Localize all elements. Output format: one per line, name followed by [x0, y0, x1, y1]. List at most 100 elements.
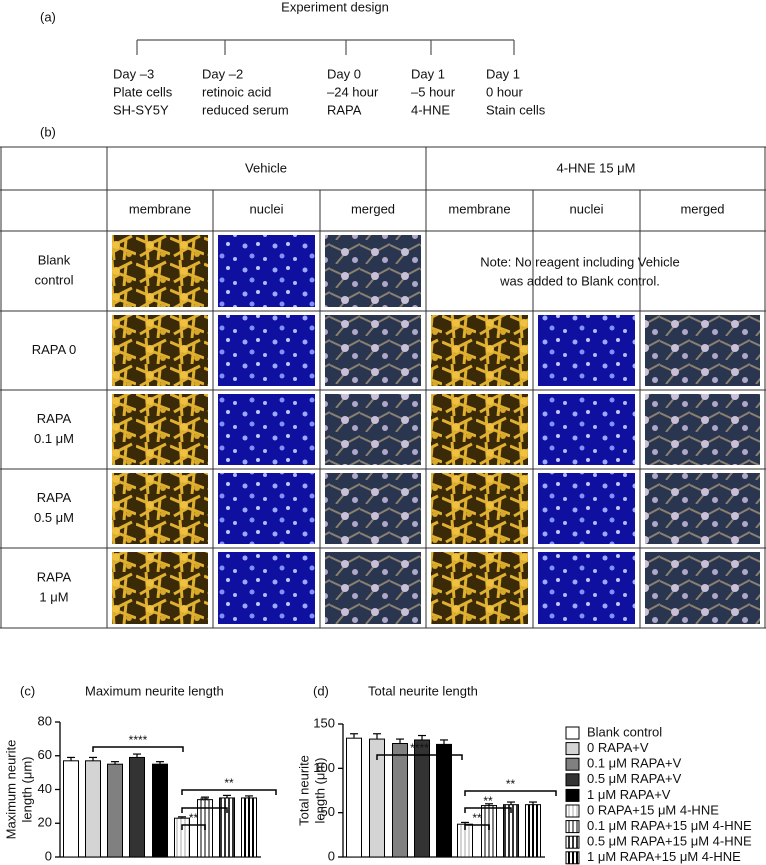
step-text: Stain cells [486, 102, 546, 117]
chart-title: Maximum neurite length [85, 683, 224, 698]
micrograph [538, 394, 635, 465]
micrograph [431, 315, 528, 386]
row-label: RAPA 0 [32, 342, 77, 357]
step-text: Day 1 [411, 66, 445, 81]
significance-label: ** [200, 794, 210, 808]
y-tick-label: 0 [45, 848, 52, 863]
bar [503, 804, 519, 858]
note: was added to Blank control. [499, 273, 660, 288]
legend-swatch [565, 788, 580, 802]
micrograph [112, 394, 208, 465]
y-tick-label: 80 [38, 713, 52, 728]
step-text: reduced serum [202, 102, 289, 117]
micrograph [431, 473, 528, 544]
bar [152, 763, 168, 858]
micrograph [325, 315, 421, 386]
significance-bracket [181, 807, 228, 813]
panel-label: (d) [313, 683, 329, 698]
channel-header: membrane [129, 201, 191, 216]
channel-header: nuclei [570, 201, 604, 216]
group-header: 4-HNE 15 μM [556, 160, 635, 175]
significance-label: ** [483, 794, 493, 808]
significance-bracket [464, 824, 490, 830]
bar [174, 817, 190, 858]
legend-swatch [565, 835, 580, 849]
significance-bracket [464, 790, 557, 796]
panel-label: (a) [40, 9, 56, 24]
legend-label: Blank control [587, 724, 662, 739]
micrograph [538, 473, 635, 544]
y-tick-label: 60 [38, 747, 52, 762]
step-text: Day 0 [327, 66, 361, 81]
bar [414, 739, 430, 858]
note: Note: No reagent including Vehicle [480, 254, 679, 269]
step-text: retinoic acid [202, 84, 271, 99]
bar [63, 760, 79, 858]
micrograph [218, 473, 315, 544]
legend-label: 0 RAPA+V [587, 740, 649, 755]
y-axis-label: length (μm) [312, 757, 327, 823]
bar [525, 804, 541, 858]
y-axis-label: Maximum neurite [3, 740, 18, 840]
legend-label: 0.5 μM RAPA+15 μM 4-HNE [587, 834, 752, 849]
y-tick-label: 40 [38, 781, 52, 796]
micrograph [218, 315, 315, 386]
significance-label: ** [189, 811, 199, 825]
micrograph [431, 552, 528, 624]
row-label: RAPA [37, 490, 72, 505]
micrograph [325, 552, 421, 624]
step-text: –5 hour [411, 84, 456, 99]
step-text: Day 1 [486, 66, 520, 81]
legend-swatch [565, 757, 580, 771]
bar [392, 743, 408, 858]
channel-header: merged [351, 201, 395, 216]
y-axis-label: length (μm) [19, 756, 34, 822]
significance-label: **** [129, 733, 148, 747]
y-tick-label: 20 [38, 815, 52, 830]
panel-label: (b) [40, 124, 56, 139]
row-label: 1 μM [39, 589, 68, 604]
micrograph [538, 315, 635, 386]
legend-label: 0.1 μM RAPA+15 μM 4-HNE [587, 818, 752, 833]
micrograph [325, 394, 421, 465]
row-label: RAPA [37, 569, 72, 584]
bar [369, 738, 385, 858]
channel-header: merged [680, 201, 724, 216]
y-tick-label: 0 [328, 848, 335, 863]
y-tick-label: 50 [321, 804, 335, 819]
row-label: RAPA [37, 411, 72, 426]
micrograph [112, 235, 208, 307]
micrograph [218, 394, 315, 465]
panel-label: (c) [20, 683, 35, 698]
micrograph [431, 394, 528, 465]
significance-label: ** [472, 811, 482, 825]
bar [219, 797, 235, 858]
micrograph [325, 235, 421, 307]
legend-label: 1 μM RAPA+15 μM 4-HNE [587, 849, 741, 864]
step-text: Day –3 [113, 66, 154, 81]
micrograph [325, 473, 421, 544]
legend-swatch [565, 773, 580, 787]
row-label: 0.5 μM [34, 510, 74, 525]
bar [346, 737, 362, 858]
micrograph [645, 552, 760, 624]
bar [457, 823, 473, 858]
row-label: control [34, 272, 73, 287]
step-text: –24 hour [327, 84, 379, 99]
panel-title: Experiment design [281, 0, 389, 14]
step-text: RAPA [327, 102, 362, 117]
bar [481, 805, 497, 858]
channel-header: membrane [448, 201, 510, 216]
row-label: Blank [38, 252, 71, 267]
legend-label: 0.5 μM RAPA+V [587, 771, 682, 786]
significance-bracket [376, 754, 463, 760]
legend-label: 0 RAPA+15 μM 4-HNE [587, 802, 719, 817]
micrograph [645, 473, 760, 544]
legend-swatch [565, 804, 580, 818]
significance-bracket [464, 807, 512, 813]
legend-swatch [565, 851, 580, 865]
chart-title: Total neurite length [368, 683, 478, 698]
micrograph [112, 552, 208, 624]
bar [436, 743, 452, 858]
